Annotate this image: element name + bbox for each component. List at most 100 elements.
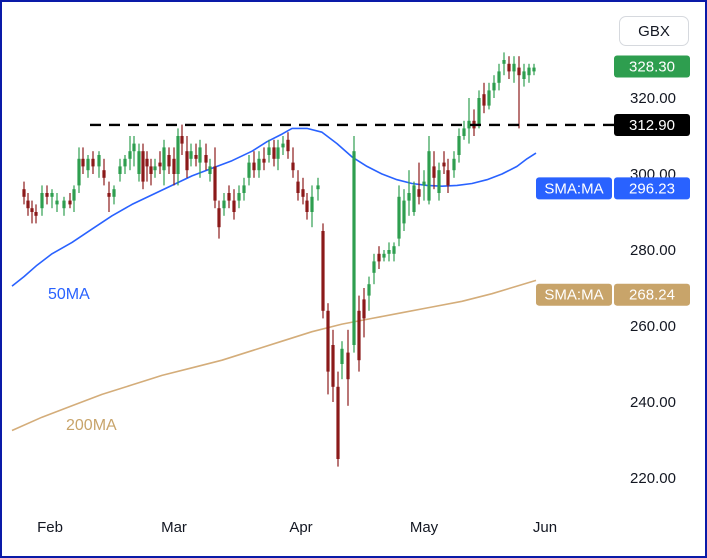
candle-down (91, 158, 95, 167)
candle-down (417, 189, 421, 197)
x-month-label: Jun (533, 519, 557, 536)
candle-down (22, 189, 26, 197)
candle-down (336, 386, 340, 459)
candle-up (281, 143, 285, 148)
candle-up (267, 147, 271, 155)
candle-up (257, 158, 261, 171)
candle-down (217, 208, 221, 228)
candle-up (397, 196, 401, 239)
candle-down (446, 170, 450, 186)
candle-down (346, 352, 350, 380)
candle-up (198, 147, 202, 163)
candle-up (512, 63, 516, 72)
candle-up (402, 200, 406, 224)
candle-up (522, 71, 526, 79)
candle-up (462, 128, 466, 136)
candle-down (252, 162, 256, 171)
candle-down (377, 253, 381, 262)
candle-up (487, 90, 491, 106)
sma-value-bg (614, 283, 690, 306)
candle-down (158, 162, 162, 167)
candle-down (305, 200, 309, 212)
candle-up (467, 120, 471, 129)
candle-down (296, 181, 300, 193)
candle-down (517, 67, 521, 76)
moving-average-line (11, 279, 537, 432)
candle-down (442, 162, 446, 167)
y-tick-label: 260.00 (630, 318, 676, 335)
candle-down (291, 162, 295, 171)
last-price-badge-bg (614, 55, 690, 78)
candle-down (149, 166, 153, 174)
candle-up (412, 185, 416, 212)
candle-up (118, 166, 122, 174)
candle-up (132, 143, 136, 152)
candle-up (72, 189, 76, 201)
y-tick-label: 320.00 (630, 90, 676, 107)
candle-down (185, 151, 189, 171)
candle-down (102, 170, 106, 178)
candle-down (141, 151, 145, 182)
candle-down (357, 310, 361, 361)
candle-down (194, 155, 198, 159)
candle-down (180, 136, 184, 144)
candle-up (97, 155, 101, 167)
y-tick-label: 280.00 (630, 242, 676, 259)
sma-tag-label: SMA:MA (544, 180, 603, 197)
candle-up (497, 71, 501, 83)
candle-up (427, 151, 431, 201)
candle-up (407, 193, 411, 201)
candle-down (232, 200, 236, 212)
candle-down (34, 212, 38, 216)
y-tick-label: 240.00 (630, 394, 676, 411)
candle-down (286, 139, 290, 152)
candle-up (77, 158, 81, 186)
candle-up (532, 67, 536, 72)
candle-up (352, 151, 356, 345)
candle-up (437, 170, 441, 193)
sma-tag-bg (536, 283, 612, 306)
candle-down (204, 155, 208, 163)
candle-down (45, 193, 49, 197)
sma-tag-label: SMA:MA (544, 287, 603, 304)
x-month-label: Mar (161, 519, 187, 536)
currency-button[interactable]: GBX (619, 16, 689, 46)
candle-up (242, 185, 246, 193)
candle-up (422, 181, 426, 186)
candle-up (247, 162, 251, 178)
candle-up (276, 147, 280, 159)
candle-up (492, 82, 496, 91)
last-price-badge: 328.30 (629, 58, 675, 75)
x-month-label: Feb (37, 519, 63, 536)
candle-up (40, 193, 44, 209)
candle-up (387, 250, 391, 254)
candle-up (237, 193, 241, 201)
candle-down (262, 158, 266, 163)
candle-down (145, 158, 149, 167)
candle-down (272, 147, 276, 159)
candle-down (362, 299, 366, 319)
candle-up (392, 246, 396, 254)
sma-tag-bg (536, 177, 612, 200)
candle-up (367, 284, 371, 296)
candle-down (172, 158, 176, 174)
candle-down (326, 310, 330, 372)
candle-up (62, 200, 66, 209)
candle-up (477, 98, 481, 125)
candle-down (68, 200, 72, 205)
candle-up (382, 253, 386, 258)
y-tick-label: 220.00 (630, 470, 676, 487)
moving-average-line (11, 127, 537, 287)
ma-label: 50MA (48, 286, 90, 303)
candle-up (123, 158, 127, 167)
ma-label: 200MA (66, 417, 117, 434)
candle-up (112, 189, 116, 197)
candle-up (176, 136, 180, 174)
sma-value-bg (614, 177, 690, 200)
sma-value-badge: 268.24 (629, 287, 675, 304)
candle-up (208, 166, 212, 174)
x-month-label: Apr (289, 519, 312, 536)
resistance-price-badge: 312.90 (629, 117, 675, 134)
candle-up (310, 196, 314, 212)
